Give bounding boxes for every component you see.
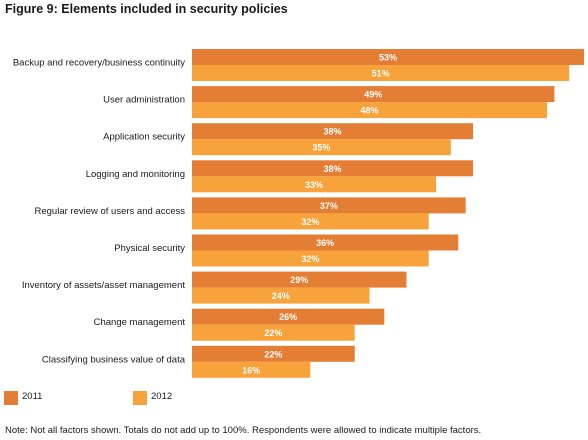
bar-2012 — [192, 361, 311, 378]
category-label: Application security — [103, 132, 185, 143]
data-label: 29% — [290, 275, 308, 285]
footnote: Note: Not all factors shown. Totals do n… — [5, 425, 482, 436]
data-label: 22% — [264, 349, 282, 359]
legend-swatch — [133, 391, 147, 405]
data-label: 16% — [242, 365, 260, 375]
bar-2011 — [192, 197, 466, 214]
category-label: Classifying business value of data — [42, 354, 186, 365]
data-label: 32% — [301, 217, 319, 227]
category-label: Change management — [94, 317, 186, 328]
data-label: 36% — [316, 238, 334, 248]
data-label: 22% — [264, 328, 282, 338]
chart-legend: 2011 2012 — [0, 389, 588, 409]
bar-2012 — [192, 287, 370, 304]
data-label: 38% — [324, 164, 342, 174]
bar-2011 — [192, 271, 407, 288]
data-label: 35% — [312, 143, 330, 153]
data-label: 32% — [301, 254, 319, 264]
legend-swatch — [4, 391, 18, 405]
bar-2012 — [192, 139, 451, 156]
bar-2011 — [192, 234, 459, 251]
legend-label: 2011 — [22, 391, 43, 402]
category-label: Logging and monitoring — [86, 169, 185, 180]
bar-2012 — [192, 250, 429, 267]
chart-title: Figure 9: Elements included in security … — [5, 2, 288, 16]
category-label: Inventory of assets/asset management — [22, 280, 186, 291]
data-label: 33% — [305, 180, 323, 190]
bar-2012 — [192, 176, 437, 193]
bar-chart: Backup and recovery/business continuity 5… — [13, 49, 584, 378]
data-label: 51% — [372, 69, 390, 79]
bar-2012 — [192, 324, 355, 341]
category-label: Regular review of users and access — [35, 206, 186, 217]
bar-2012 — [192, 102, 548, 119]
data-label: 38% — [324, 127, 342, 137]
data-label: 24% — [272, 291, 290, 301]
data-label: 53% — [379, 53, 397, 63]
legend-label: 2012 — [151, 391, 173, 402]
bar-2012 — [192, 213, 429, 230]
bar-2011 — [192, 49, 584, 65]
bar-2012 — [192, 65, 570, 81]
category-label: Backup and recovery/business continuity — [13, 58, 185, 69]
bar-2011 — [192, 160, 474, 177]
data-label: 37% — [320, 201, 338, 211]
data-label: 26% — [279, 312, 297, 322]
data-label: 48% — [361, 106, 379, 116]
bar-2011 — [192, 345, 355, 362]
bar-2011 — [192, 123, 474, 140]
category-label: Physical security — [114, 243, 185, 254]
data-label: 49% — [364, 90, 382, 100]
bar-2011 — [192, 308, 385, 325]
category-label: User administration — [103, 95, 185, 106]
bar-2011 — [192, 86, 555, 103]
